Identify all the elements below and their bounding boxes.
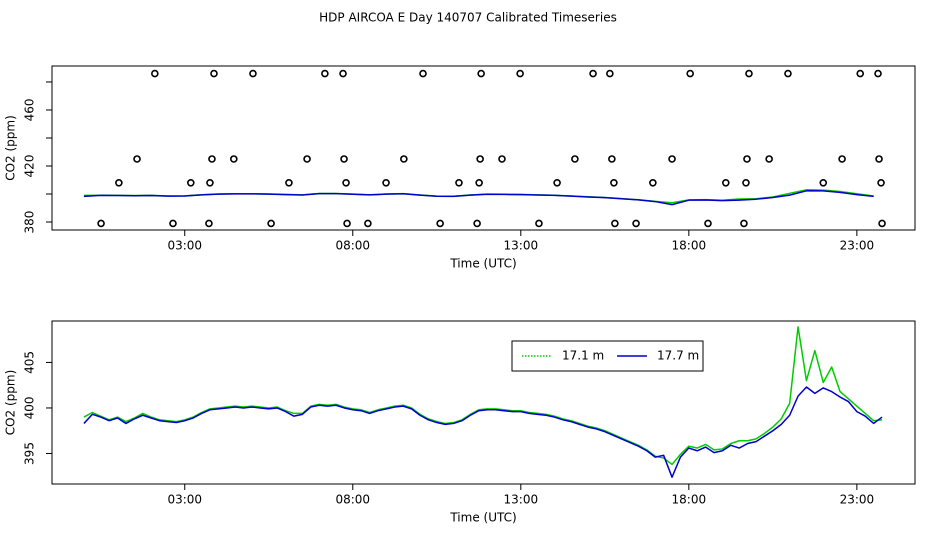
data-point: [740, 219, 748, 228]
data-point: [151, 69, 159, 78]
data-point: [632, 219, 640, 228]
y-tick-label: 405: [23, 351, 37, 374]
data-point: [819, 179, 828, 187]
data-point: [606, 69, 614, 78]
data-point: [475, 179, 483, 187]
legend: 17.1 m 17.7 m: [511, 340, 704, 372]
panel: 03:00 08:00 13:00 18:00 23:00 395 400 405 Time (…: [4, 320, 916, 525]
data-line: [83, 326, 883, 466]
data-point: [498, 155, 506, 163]
x-tick-label: 08:00: [335, 239, 370, 253]
x-tick-label: 08:00: [335, 493, 370, 507]
plot-area: [83, 69, 886, 228]
data-point: [340, 155, 348, 163]
data-point: [477, 69, 485, 78]
plot-area: [83, 326, 883, 478]
x-tick-label: 03:00: [167, 239, 202, 253]
y-tick-label: 420: [23, 155, 37, 178]
x-tick-label: 13:00: [504, 239, 539, 253]
data-point: [364, 219, 372, 228]
y-axis-label: CO2 (ppm): [4, 115, 18, 181]
data-point: [267, 219, 275, 228]
plot-frame: [51, 65, 916, 231]
data-point: [115, 179, 123, 187]
data-point: [210, 69, 218, 78]
data-line: [83, 190, 874, 206]
y-tick-label: 380: [23, 211, 37, 234]
data-point: [571, 155, 579, 163]
x-tick-label: 18:00: [672, 239, 707, 253]
data-point: [342, 179, 350, 187]
data-point: [856, 69, 865, 78]
data-point: [186, 179, 195, 187]
data-point: [169, 219, 177, 228]
data-point: [206, 179, 214, 187]
figure-title: HDP AIRCOA E Day 140707 Calibrated Times…: [319, 11, 617, 25]
x-tick-label: 23:00: [840, 239, 875, 253]
data-point: [553, 179, 561, 187]
x-tick-label: 18:00: [672, 493, 707, 507]
data-point: [382, 179, 390, 187]
y-tick-label: 460: [23, 99, 37, 122]
x-tick-label: 13:00: [504, 493, 539, 507]
data-point: [784, 69, 792, 78]
data-point: [436, 219, 444, 228]
data-point: [208, 155, 216, 163]
data-point: [97, 219, 105, 228]
data-point: [455, 179, 463, 187]
data-point: [535, 219, 543, 228]
legend-label: 17.1 m: [562, 349, 604, 363]
data-point: [230, 155, 238, 163]
data-point: [743, 155, 751, 163]
data-point: [473, 219, 481, 228]
panel: 03:00 08:00 13:00 18:00 23:00 380 420 460 Time (…: [4, 65, 916, 271]
data-point: [765, 155, 773, 163]
data-point: [610, 179, 618, 187]
data-point: [611, 219, 619, 228]
data-point: [400, 155, 408, 163]
data-point: [608, 155, 616, 163]
data-point: [668, 155, 676, 163]
x-tick-label: 23:00: [840, 493, 875, 507]
data-point: [874, 69, 882, 78]
y-tick-label: 395: [23, 442, 37, 465]
data-point: [343, 219, 351, 228]
data-point: [878, 219, 886, 228]
data-point: [249, 69, 257, 78]
data-point: [419, 69, 427, 78]
data-point: [476, 155, 484, 163]
data-point: [649, 179, 657, 187]
legend-label: 17.7 m: [657, 349, 699, 363]
data-point: [875, 155, 883, 163]
data-line: [83, 386, 883, 478]
data-point: [516, 69, 524, 78]
data-point: [303, 155, 311, 163]
data-point: [205, 219, 213, 228]
data-point: [589, 69, 597, 78]
data-point: [742, 179, 750, 187]
x-tick-label: 03:00: [167, 493, 202, 507]
data-point: [133, 155, 141, 163]
data-point: [339, 69, 347, 78]
y-tick-label: 400: [23, 397, 37, 420]
x-axis-label: Time (UTC): [449, 257, 516, 271]
x-axis-label: Time (UTC): [449, 511, 516, 525]
data-point: [721, 179, 730, 187]
data-point: [285, 179, 293, 187]
data-point: [686, 69, 694, 78]
data-point: [321, 69, 329, 78]
data-point: [838, 155, 846, 163]
data-point: [745, 69, 753, 78]
y-axis-label: CO2 (ppm): [4, 370, 18, 436]
plot-frame: [51, 320, 916, 485]
data-point: [877, 179, 885, 187]
data-point: [704, 219, 712, 228]
